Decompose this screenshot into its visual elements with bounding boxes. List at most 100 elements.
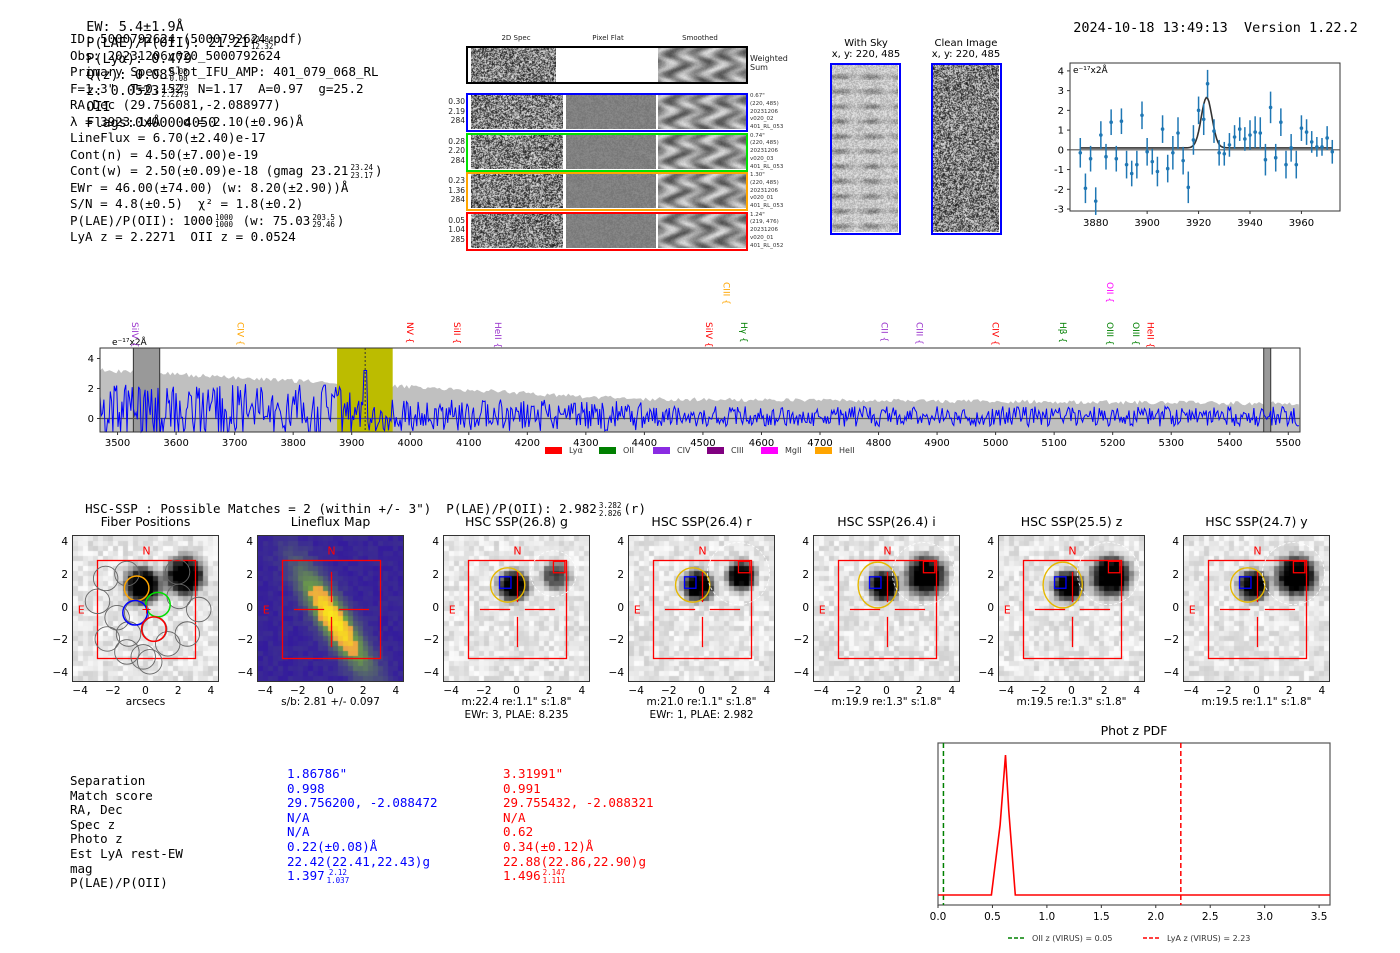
panel-overlay: NE xyxy=(1189,542,1325,660)
fit-xtick-label: 3940 xyxy=(1237,218,1262,229)
hsc-xtick-label: −2 xyxy=(476,685,492,697)
with-sky-stamp xyxy=(830,63,901,235)
hsc-summary-lo: 2.826 xyxy=(598,508,622,518)
clean-title: Clean Image x, y: 220, 485 xyxy=(926,38,1006,60)
photz-xtick-label: 3.5 xyxy=(1311,911,1328,923)
fiber-circle xyxy=(164,559,191,585)
hsc-ytick-label: 4 xyxy=(1172,536,1179,549)
match-label: Spec z xyxy=(70,816,116,832)
hsc-panel-title: HSC SSP(25.5) z xyxy=(1020,514,1123,529)
match-value: N/A xyxy=(503,809,526,825)
fit-point-marker xyxy=(1093,199,1098,203)
fit-ytick-label: 4 xyxy=(1058,66,1064,77)
hsc-ytick-label: −2 xyxy=(52,634,68,647)
spec-ytick-label: 0 xyxy=(88,414,94,425)
hsc-ytick-label: 0 xyxy=(61,601,68,614)
spec-row-right-value: 20231206 xyxy=(750,227,778,234)
spec-row-right-value: v020_02 xyxy=(750,116,774,123)
header-right: 2024-10-18 13:49:13 Version 1.22.2 xyxy=(1057,4,1358,36)
match-ellipse-secondary xyxy=(892,542,955,605)
spec-row-left-value: 0.30 xyxy=(448,97,465,106)
header-plae: P(LAE)/P(OII): 21.21 xyxy=(86,35,249,51)
hsc-xtick-label: −4 xyxy=(628,685,644,697)
spec-row-left-value: 284 xyxy=(450,116,465,125)
spec-row xyxy=(466,172,748,211)
match-plae-lo: 1.111 xyxy=(542,875,566,885)
header-plae-hi: 42.84 xyxy=(250,34,274,44)
hsc-ytick-label: 2 xyxy=(802,568,809,581)
fit-point-marker xyxy=(1253,130,1257,134)
fit-data-point xyxy=(1124,150,1129,179)
hsc-xtick-label: 2 xyxy=(915,685,923,697)
fit-point-marker xyxy=(1078,150,1083,155)
center-cross xyxy=(142,605,151,614)
fit-point-marker xyxy=(1160,127,1165,131)
hsc-ytick-label: 2 xyxy=(246,568,253,581)
spec-xtick-label: 4400 xyxy=(632,438,657,449)
spec-row-right-value: 20231206 xyxy=(750,187,778,194)
header-bar: EW: 5.4±1.9Å P(LAE)/P(OII): 21.21 42.84 12… xyxy=(70,3,284,131)
fit-data-point xyxy=(1299,115,1304,141)
header-plae-lo: 12.32 xyxy=(250,42,274,51)
plae-hi: 1000 xyxy=(215,212,234,222)
panel-overlay: NE xyxy=(1004,542,1140,660)
fit-point-marker xyxy=(1114,156,1119,161)
match-ellipse-secondary xyxy=(1077,542,1140,605)
clean-label: Clean Image xyxy=(934,38,998,49)
fit-point-marker xyxy=(1284,162,1288,167)
hsc-ytick-label: 2 xyxy=(987,568,994,581)
hsc-panel-caption: arcsecs xyxy=(125,696,166,708)
fit-point-marker xyxy=(1294,162,1299,167)
photz-frame xyxy=(937,742,1331,906)
aperture-box xyxy=(467,559,568,660)
info-ewr: EWr = 46.00(±74.00) (w: 8.20(±2.90))Å xyxy=(70,179,349,195)
fiber-circle xyxy=(94,626,120,652)
hsc-ytick-label: −4 xyxy=(237,666,253,679)
spec-row-right-value: 401_RL_052 xyxy=(750,242,784,249)
hsc-ytick-label: −4 xyxy=(423,666,439,679)
fit-xtick-label: 3900 xyxy=(1134,218,1159,229)
spec-legend-swatch xyxy=(707,447,724,454)
fit-point-marker xyxy=(1191,138,1196,142)
spec-row-smoothed-image xyxy=(658,174,746,208)
fit-data-point xyxy=(1088,145,1093,172)
header-z-hi: 2.2279 xyxy=(161,82,189,92)
info-line: F=1.3" T=0.152 N=1.17 A=0.97 g=25.2 xyxy=(70,80,364,96)
fit-data-point xyxy=(1315,137,1319,157)
spec-legend-item: HeII xyxy=(815,446,855,455)
catalog-marker-blue xyxy=(683,576,697,589)
col-2dspec: 2D Spec xyxy=(501,34,531,42)
spec-row-left-value: 1.04 xyxy=(448,225,465,234)
primary-fiber-circle xyxy=(123,575,150,602)
spec-legend-swatch xyxy=(545,447,562,454)
fit-data-point xyxy=(1273,143,1278,172)
spec-xtick-label: 5400 xyxy=(1217,438,1242,449)
fit-data-point xyxy=(1217,139,1221,166)
contw-hi: 23.24 xyxy=(350,163,374,172)
hsc-xtick-label: 0 xyxy=(327,685,334,697)
hsc-ytick-label: 4 xyxy=(61,536,68,549)
clean-stamp xyxy=(931,63,1002,235)
catalog-marker-blue xyxy=(1053,576,1067,589)
hsc-xtick-label: −4 xyxy=(443,685,459,697)
fit-point-marker xyxy=(1165,166,1170,171)
hsc-ytick-label: 4 xyxy=(432,536,439,549)
photz-xtick-label: 2.5 xyxy=(1202,911,1219,923)
hsc-xtick-label: −2 xyxy=(1031,685,1047,697)
fiber-circle xyxy=(114,639,140,665)
fit-ytick-label: 0 xyxy=(1058,145,1064,156)
hsc-xtick-label: 2 xyxy=(359,685,367,697)
fit-data-point xyxy=(1248,120,1252,150)
hsc-xtick-label: −4 xyxy=(813,685,829,697)
panel-overlay: NE xyxy=(78,545,212,675)
hsc-summary-text: HSC-SSP : Possible Matches = 2 (within +… xyxy=(85,501,597,516)
spec-ytick-label: 2 xyxy=(88,384,94,395)
primary-fiber-circle xyxy=(122,599,149,626)
hsc-ytick-label: 0 xyxy=(246,601,253,614)
spec-row xyxy=(466,93,748,132)
hsc-panel-caption2: EWr: 3, PLAE: 8.235 xyxy=(464,709,569,721)
fit-data-point xyxy=(1222,141,1227,166)
